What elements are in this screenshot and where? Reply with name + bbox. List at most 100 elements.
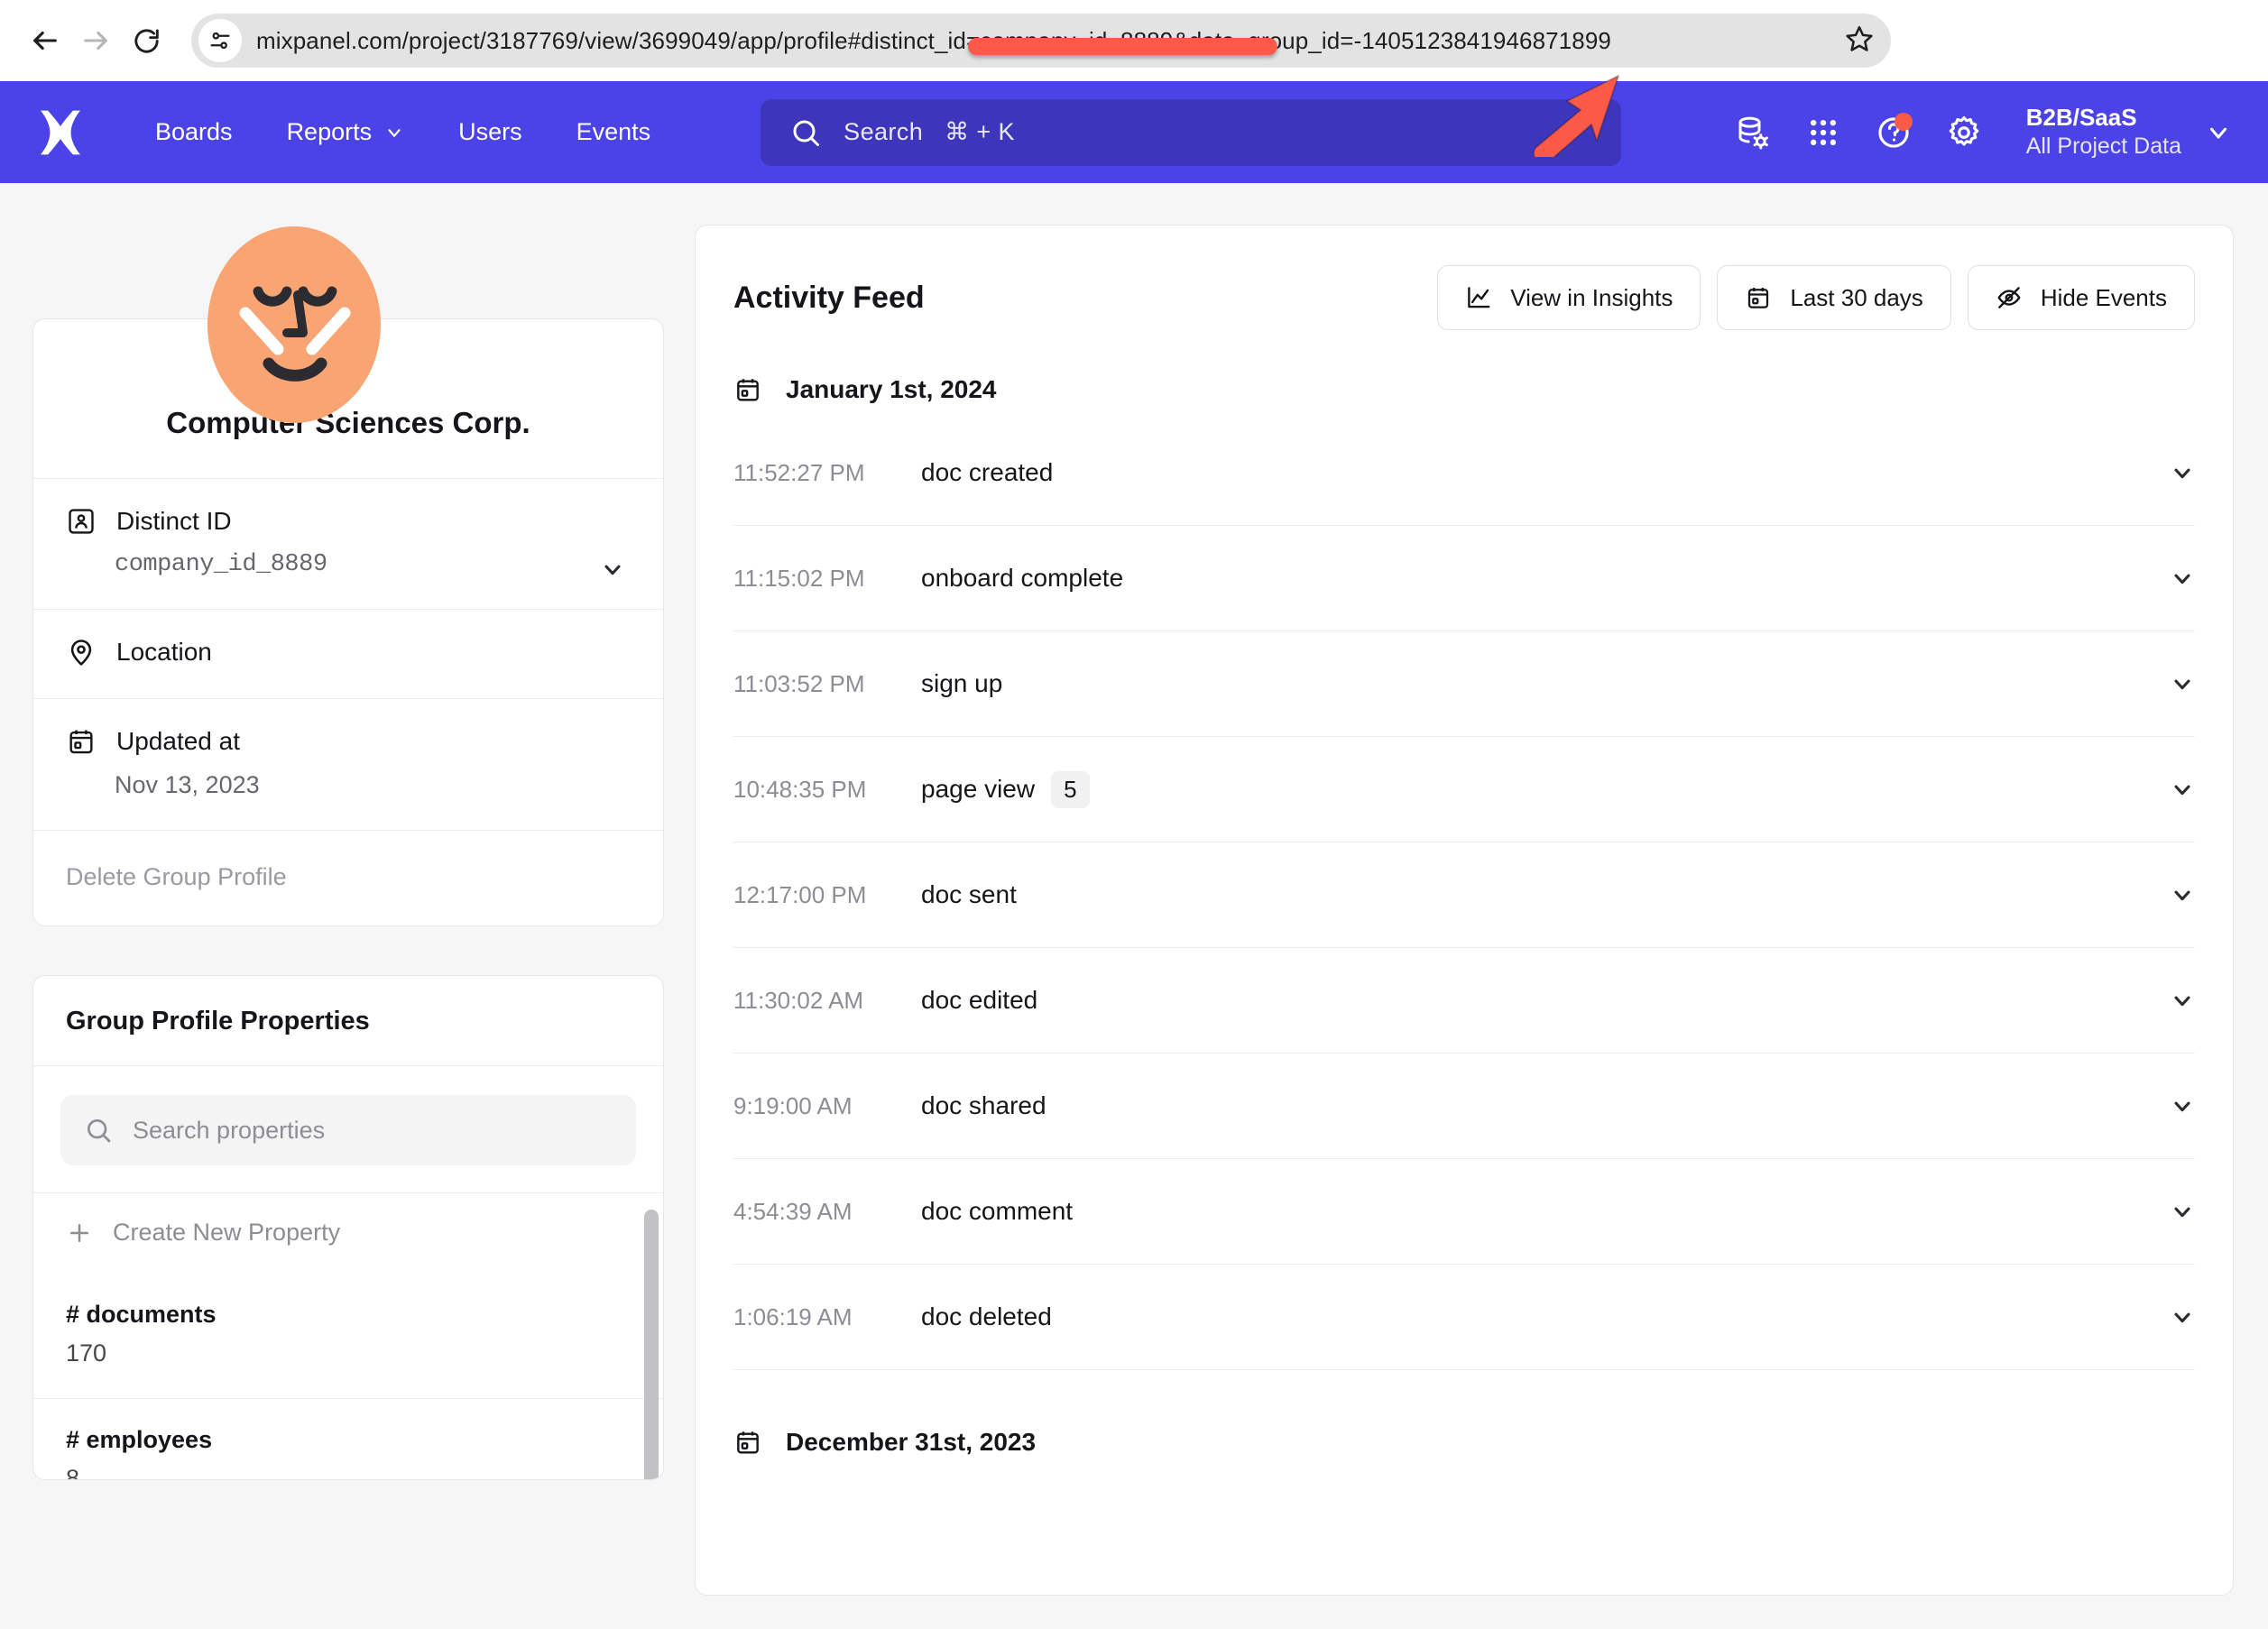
profile-row-updated-at[interactable]: Updated at Nov 13, 2023 [33, 699, 663, 831]
event-time: 11:30:02 AM [733, 986, 864, 1014]
property-item[interactable]: # employees 8 [33, 1399, 663, 1479]
site-settings-icon [210, 32, 230, 50]
apps-grid-icon [1810, 119, 1836, 145]
properties-scrollbar[interactable] [644, 1210, 659, 1479]
group-profile-properties-card: Group Profile Properties Search properti… [32, 975, 664, 1480]
group-properties-search-wrap: Search properties [33, 1066, 663, 1193]
chevron-down-icon[interactable] [2170, 988, 2195, 1013]
page-body: Computer Sciences Corp. Distinct ID comp… [0, 183, 2268, 1629]
nav-link-events[interactable]: Events [549, 106, 678, 159]
bookmark-button[interactable] [1844, 23, 1875, 59]
global-search-button[interactable]: Search ⌘ + K [761, 98, 1622, 166]
forward-arrow-icon [84, 31, 107, 51]
feed-day-label: December 31st, 2023 [786, 1428, 1037, 1456]
delete-group-profile-button[interactable]: Delete Group Profile [33, 831, 663, 925]
project-selector[interactable]: B2B/SaaS All Project Data [2026, 104, 2237, 160]
nav-link-boards[interactable]: Boards [128, 106, 260, 159]
hide-events-button[interactable]: Hide Events [1967, 265, 2195, 330]
profile-row-location[interactable]: Location [33, 610, 663, 699]
nav-link-label: Reports [286, 118, 373, 145]
date-range-button[interactable]: Last 30 days [1717, 265, 1951, 330]
feed-day-header: December 31st, 2023 [696, 1370, 2233, 1457]
view-in-insights-label: View in Insights [1510, 283, 1673, 311]
chevron-down-icon[interactable] [600, 557, 625, 582]
create-new-property-button[interactable]: Create New Property [33, 1193, 663, 1274]
calendar-icon [69, 730, 93, 754]
nav-link-label: Users [458, 118, 522, 145]
property-key: # employees [66, 1426, 213, 1453]
mixpanel-logo-icon[interactable] [34, 106, 87, 159]
search-properties-input[interactable]: Search properties [60, 1095, 636, 1165]
profile-row-label: Location [116, 638, 212, 666]
feed-event-row[interactable]: 9:19:00 AM doc shared [733, 1054, 2195, 1159]
event-count-badge: 5 [1051, 770, 1090, 808]
delete-group-profile-label: Delete Group Profile [66, 863, 287, 890]
nav-link-users[interactable]: Users [431, 106, 549, 159]
feed-day-label: January 1st, 2024 [786, 375, 997, 403]
group-avatar-face-icon [207, 226, 381, 423]
event-name-wrap: doc sent [921, 880, 1017, 909]
date-range-label: Last 30 days [1790, 283, 1923, 311]
event-name-wrap: doc edited [921, 986, 1037, 1015]
apps-grid-button[interactable] [1788, 97, 1858, 168]
url-text: mixpanel.com/project/3187769/view/369904… [256, 26, 1611, 54]
forward-button[interactable] [70, 15, 121, 66]
nav-link-label: Events [576, 118, 651, 145]
feed-event-row[interactable]: 1:06:19 AM doc deleted [733, 1265, 2195, 1370]
property-key: # documents [66, 1301, 217, 1328]
feed-day-header: January 1st, 2024 [696, 330, 2233, 404]
event-name: doc sent [921, 880, 1017, 908]
chevron-down-icon[interactable] [2170, 1304, 2195, 1330]
feed-event-row[interactable]: 11:15:02 PM onboard complete [733, 526, 2195, 631]
chevron-down-icon [388, 128, 401, 137]
chevron-down-icon[interactable] [2170, 882, 2195, 907]
property-item[interactable]: # documents 170 [33, 1274, 663, 1399]
feed-event-row[interactable]: 12:17:00 PM doc sent [733, 842, 2195, 948]
event-name: doc deleted [921, 1302, 1052, 1330]
settings-button[interactable] [1929, 97, 1999, 168]
reload-button[interactable] [121, 15, 171, 66]
chevron-down-icon[interactable] [2170, 1199, 2195, 1224]
event-time: 1:06:19 AM [733, 1302, 853, 1330]
event-name-wrap: page view 5 [921, 770, 1090, 808]
feed-event-row[interactable]: 10:48:35 PM page view 5 [733, 737, 2195, 842]
chevron-down-icon[interactable] [2170, 671, 2195, 696]
chevron-down-icon[interactable] [2170, 566, 2195, 591]
nav-link-reports[interactable]: Reports [260, 106, 432, 159]
feed-event-row[interactable]: 11:03:52 PM sign up [733, 631, 2195, 737]
event-time: 10:48:35 PM [733, 775, 867, 803]
property-value: 8 [66, 1465, 80, 1479]
profile-row-label: Distinct ID [116, 507, 232, 535]
data-management-button[interactable] [1718, 97, 1788, 168]
feed-event-row[interactable]: 11:52:27 PM doc created [733, 420, 2195, 526]
event-name: sign up [921, 669, 1003, 697]
chevron-down-icon [2210, 127, 2227, 138]
back-button[interactable] [20, 15, 70, 66]
help-button[interactable] [1858, 97, 1929, 168]
profile-row-value: Nov 13, 2023 [115, 771, 260, 798]
reload-icon [134, 28, 159, 53]
profile-row-distinct-id[interactable]: Distinct ID company_id_8889 [33, 479, 663, 610]
feed-event-row[interactable]: 11:30:02 AM doc edited [733, 948, 2195, 1054]
view-in-insights-button[interactable]: View in Insights [1437, 265, 1701, 330]
chevron-down-icon[interactable] [2170, 1093, 2195, 1118]
address-bar[interactable]: mixpanel.com/project/3187769/view/369904… [191, 14, 1891, 68]
feed-event-rows: 11:52:27 PM doc created 11:15:02 PM onbo… [696, 420, 2233, 1370]
event-name: page view [921, 775, 1036, 803]
event-time: 11:15:02 PM [733, 564, 865, 592]
project-subtitle: All Project Data [2025, 133, 2181, 160]
event-name-wrap: doc comment [921, 1197, 1073, 1226]
event-time: 4:54:39 AM [733, 1197, 853, 1225]
id-card-icon [69, 509, 94, 534]
activity-feed-title: Activity Feed [733, 280, 925, 315]
line-chart-icon [1468, 287, 1490, 308]
site-settings-button[interactable] [198, 19, 242, 62]
plus-icon [70, 1223, 88, 1242]
nav-right-icons: B2B/SaaS All Project Data [1718, 97, 2237, 168]
annotation-underline [968, 38, 1277, 55]
profile-header: Computer Sciences Corp. [33, 319, 663, 479]
chevron-down-icon[interactable] [2170, 777, 2195, 802]
chevron-down-icon[interactable] [2170, 460, 2195, 485]
feed-event-row[interactable]: 4:54:39 AM doc comment [733, 1159, 2195, 1265]
calendar-icon [737, 1431, 759, 1454]
